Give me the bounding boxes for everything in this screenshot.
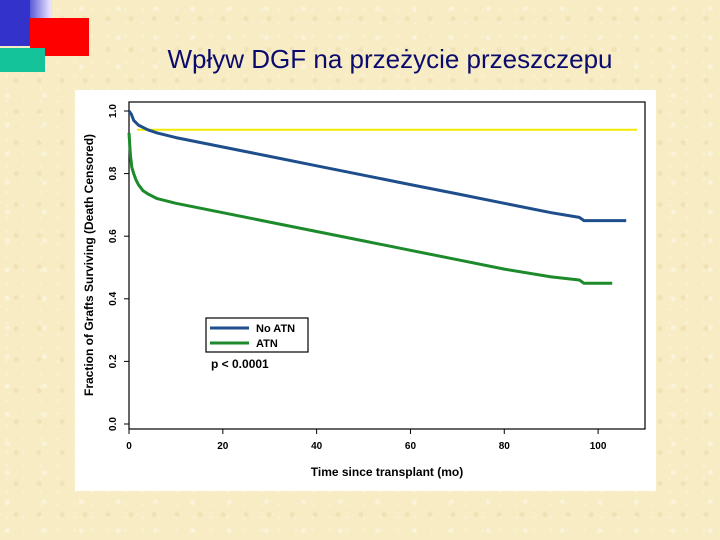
p-value-annotation: p < 0.0001: [211, 357, 269, 371]
slide-title: Wpływ DGF na przeżycie przeszczepu: [167, 44, 613, 74]
y-tick-label: 0.8: [108, 166, 119, 180]
x-axis: 0 20 40 60 80 100: [126, 429, 607, 452]
survival-chart: 0.0 0.2 0.4 0.6 0.8 1.0 0 20 40 60 80 100 No ATN A…: [82, 101, 646, 479]
x-tick-label: 40: [311, 441, 323, 452]
x-axis-label: Time since transplant (mo): [311, 465, 463, 479]
y-tick-label: 0.0: [108, 417, 119, 431]
legend-label-no-atn: No ATN: [256, 323, 295, 335]
x-tick-label: 80: [499, 441, 511, 452]
y-tick-label: 1.0: [108, 104, 119, 118]
chart-panel: 0.0 0.2 0.4 0.6 0.8 1.0 0 20 40 60 80 100 No ATN A…: [75, 90, 656, 491]
series-layer: [127, 110, 627, 285]
y-axis: 0.0 0.2 0.4 0.6 0.8 1.0: [108, 104, 129, 431]
x-tick-label: 100: [590, 441, 607, 452]
x-tick-label: 60: [405, 441, 417, 452]
series-line-atn: [127, 132, 613, 285]
decor-blue-block: [0, 0, 30, 46]
legend: No ATN ATN: [205, 317, 309, 353]
legend-box: [205, 317, 309, 353]
y-tick-label: 0.6: [108, 229, 119, 243]
decor-teal-block: [0, 48, 45, 72]
y-axis-label: Fraction of Grafts Surviving (Death Cens…: [82, 134, 96, 396]
plot-frame: [128, 101, 646, 430]
legend-label-atn: ATN: [256, 338, 278, 350]
y-tick-label: 0.4: [108, 291, 119, 305]
series-line-no-atn: [127, 110, 627, 223]
x-tick-label: 20: [217, 441, 229, 452]
x-tick-label: 0: [126, 441, 132, 452]
y-tick-label: 0.2: [108, 354, 119, 368]
